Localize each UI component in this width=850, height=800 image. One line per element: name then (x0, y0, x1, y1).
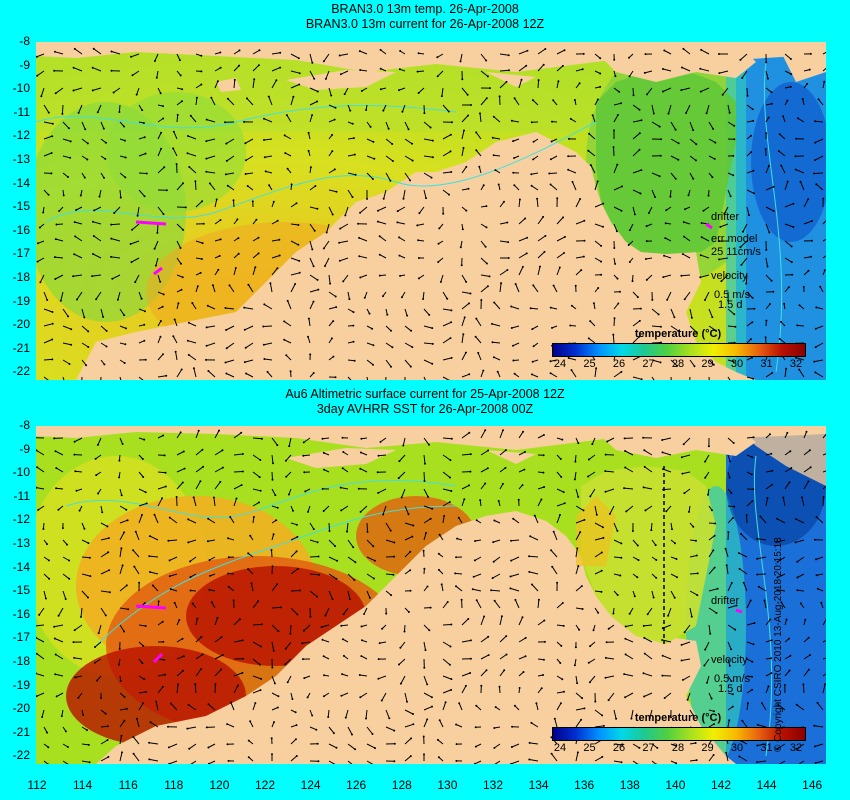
bottom-legend-colorbar (552, 727, 806, 741)
legend-tick: 26 (612, 742, 626, 754)
bottom-title-line2: 3day AVHRR SST for 26-Apr-2008 00Z (316, 402, 534, 416)
bottom-velocity-label: velocity (711, 654, 748, 666)
legend-tick: 29 (701, 358, 714, 370)
latitude-label: -13 (12, 152, 30, 166)
latitude-label: -20 (12, 317, 30, 332)
latitude-label: -20 (12, 701, 30, 716)
latitude-label: -14 (12, 175, 30, 190)
top-map-svg (36, 42, 826, 380)
longitude-label: 114 (73, 778, 93, 792)
top-err-model-label: err model (711, 233, 758, 245)
top-drifter-legend-mark (705, 222, 713, 230)
legend-tick: 32 (789, 358, 803, 370)
legend-tick: 31 (760, 742, 773, 754)
latitude-label: -19 (12, 293, 30, 308)
latitude-label: -11 (13, 104, 30, 119)
longitude-label: 130 (437, 778, 458, 792)
latitude-label: -12 (12, 512, 30, 527)
longitude-label: 132 (482, 778, 504, 792)
longitude-label: 128 (391, 778, 412, 792)
longitude-label: 112 (27, 778, 47, 792)
top-current-vectors (36, 47, 826, 380)
latitude-label: -9 (19, 57, 30, 72)
top-drifter-track-2 (153, 266, 163, 276)
latitude-label: -15 (12, 583, 30, 598)
legend-tick: 27 (642, 358, 655, 370)
latitude-label: -22 (12, 364, 30, 379)
latitude-label: -18 (12, 654, 30, 668)
longitude-label: 146 (802, 778, 823, 792)
longitude-label: 120 (209, 778, 230, 792)
latitude-label: -8 (19, 34, 30, 48)
bottom-australia-land (36, 511, 736, 764)
longitude-label: 134 (528, 778, 549, 792)
top-map-panel (36, 42, 826, 380)
top-legend-colorbar (552, 343, 806, 357)
bottom-velocity-scale: 0.5 m/s (714, 673, 751, 685)
latitude-label: -11 (13, 488, 30, 503)
bottom-title-line1: Au6 Altimetric surface current for 25-Ap… (285, 387, 565, 401)
latitude-label: -17 (12, 630, 30, 645)
legend-tick: 24 (553, 358, 567, 370)
bottom-drifter-track-2 (152, 652, 164, 664)
top-velocity-days: 1.5 d (718, 299, 743, 311)
latitude-label: -21 (12, 724, 30, 739)
latitude-label: -12 (12, 128, 30, 143)
latitude-label: -9 (19, 441, 30, 456)
legend-tick: 27 (642, 742, 655, 754)
top-velocity-scale: 0.5 m/s (714, 289, 751, 301)
top-drifter-label: drifter (711, 211, 740, 223)
top-legend-title: temperature (°C) (634, 328, 722, 340)
bottom-current-vectors (36, 429, 826, 764)
bottom-drifter-legend-mark (735, 608, 743, 614)
latitude-label: -18 (12, 270, 30, 284)
longitude-label: 140 (665, 778, 686, 792)
top-australia-land (36, 132, 756, 380)
longitude-label: 116 (118, 778, 138, 792)
latitude-label: -17 (12, 246, 30, 261)
longitude-label: 144 (756, 778, 777, 792)
legend-tick: 29 (701, 742, 714, 754)
latitude-label: -15 (12, 199, 30, 214)
longitude-label: 126 (346, 778, 367, 792)
top-title-line1: BRAN3.0 13m temp. 26-Apr-2008 (331, 2, 519, 16)
bottom-drifter-label: drifter (711, 595, 740, 607)
bottom-velocity-days: 1.5 d (718, 683, 743, 695)
latitude-label: -10 (12, 465, 30, 480)
legend-tick: 28 (671, 358, 685, 370)
latitude-label: -16 (12, 222, 30, 237)
legend-tick: 30 (730, 742, 744, 754)
bottom-map-panel (36, 426, 826, 764)
legend-tick: 30 (730, 358, 744, 370)
longitude-label: 142 (710, 778, 732, 792)
latitude-label: -22 (12, 748, 30, 763)
latitude-label: -13 (12, 536, 30, 550)
top-title-line2: BRAN3.0 13m current for 26-Apr-2008 12Z (305, 17, 545, 31)
top-velocity-label: velocity (711, 270, 748, 282)
top-err-model-value: 25 11cm/s (711, 246, 761, 258)
legend-tick: 31 (760, 358, 773, 370)
legend-tick: 25 (583, 742, 596, 754)
latitude-label: -19 (12, 677, 30, 692)
latitude-label: -8 (19, 418, 30, 432)
longitude-label: 118 (164, 778, 184, 792)
bottom-legend-title: temperature (°C) (634, 712, 722, 724)
legend-tick: 25 (583, 358, 596, 370)
longitude-label: 136 (574, 778, 595, 792)
longitude-label: 124 (300, 778, 321, 792)
bottom-drifter-track-1 (135, 604, 167, 610)
latitude-label: -21 (12, 340, 30, 355)
legend-tick: 26 (612, 358, 626, 370)
copyright-notice: © Copyright CSIRO 2010 13-Aug-2018 20:15… (773, 537, 784, 752)
latitude-label: -10 (12, 81, 30, 96)
legend-tick: 24 (553, 742, 567, 754)
latitude-label: -14 (12, 559, 30, 574)
longitude-label: 122 (254, 778, 276, 792)
top-drifter-track-1 (135, 220, 167, 226)
legend-tick: 32 (789, 742, 803, 754)
latitude-label: -16 (12, 606, 30, 621)
bottom-map-svg (36, 426, 826, 764)
longitude-label: 138 (619, 778, 640, 792)
legend-tick: 28 (671, 742, 685, 754)
